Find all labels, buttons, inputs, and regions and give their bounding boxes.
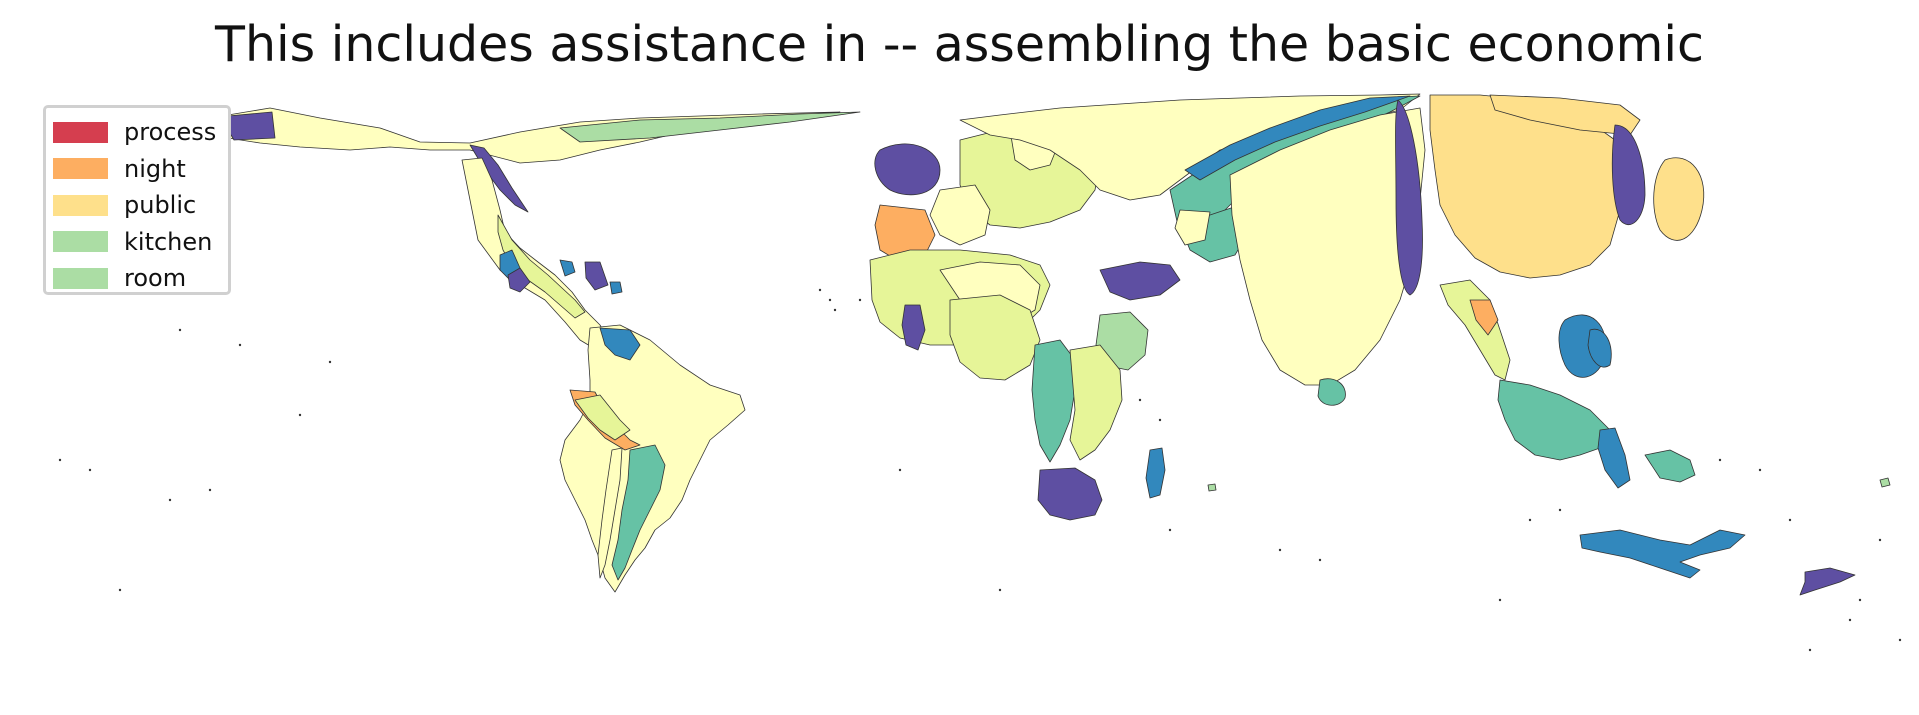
map-region-west-africa (901, 304, 926, 351)
map-region-new-zealand (1799, 567, 1856, 596)
map-region-korea-japan (1395, 99, 1423, 296)
island-speck (818, 288, 822, 292)
map-region-caribbean (609, 281, 623, 295)
island-speck (1808, 648, 1812, 652)
island-speck (1318, 558, 1322, 562)
map-title: This includes assistance in -- assemblin… (215, 16, 1704, 73)
legend-item-night: night (53, 151, 228, 188)
island-speck (118, 588, 122, 592)
map-region-chile (597, 447, 623, 579)
legend-label: public (124, 191, 197, 220)
map-region-pacific-island (1879, 477, 1891, 488)
island-speck (1528, 518, 1532, 522)
island-speck (178, 328, 182, 332)
island-speck (1878, 538, 1882, 542)
map-region-caribbean (559, 259, 576, 277)
map-region-southeast-asia (1439, 279, 1511, 381)
island-speck (208, 488, 212, 492)
island-speck (238, 343, 242, 347)
map-region-korea-japan (1611, 124, 1646, 226)
map-region-japan (1653, 157, 1705, 241)
map-region-alaska (227, 111, 276, 141)
island-speck (1168, 528, 1172, 532)
legend-swatch (53, 231, 108, 253)
map-region-iran (1174, 209, 1211, 246)
island-speck (898, 468, 902, 472)
map-region-east-africa (1069, 344, 1123, 461)
map-region-india (1229, 107, 1426, 386)
map-region-sri-lanka (1317, 378, 1346, 406)
map-region-nigeria (949, 294, 1041, 381)
island-speck (88, 468, 92, 472)
legend-item-process: process (53, 114, 228, 151)
island-speck (1858, 598, 1862, 602)
map-region-southern-africa (1037, 467, 1103, 521)
map-region-indonesia (1644, 449, 1696, 483)
island-speck (1138, 398, 1142, 402)
map-legend: process night public kitchen room (43, 105, 231, 295)
island-speck (828, 298, 832, 302)
island-speck (1788, 518, 1792, 522)
island-speck (58, 458, 62, 462)
map-region-france (929, 184, 991, 246)
island-speck (1898, 638, 1902, 642)
map-region-russia-blue (1184, 95, 1411, 181)
map-region-argentina (611, 444, 666, 581)
island-speck (833, 308, 837, 312)
legend-label: night (124, 154, 186, 183)
map-region-australia (1579, 529, 1746, 579)
legend-label: kitchen (124, 227, 213, 256)
map-region-thailand (1469, 299, 1499, 336)
island-speck (1278, 548, 1282, 552)
island-speck (1498, 598, 1502, 602)
legend-item-public: public (53, 187, 228, 224)
island-speck (1848, 618, 1852, 622)
island-speck (1718, 458, 1722, 462)
legend-label: process (124, 118, 217, 147)
legend-label: room (124, 264, 187, 293)
map-region-venezuela (599, 327, 641, 361)
map-region-madagascar (1145, 447, 1166, 499)
island-speck (298, 413, 302, 417)
map-region-philippines (1597, 427, 1631, 489)
map-region-arabia (1099, 261, 1181, 301)
map-region-cuba (584, 261, 609, 291)
map-region-uk (874, 143, 941, 196)
legend-swatch (53, 267, 108, 289)
island-speck (998, 588, 1002, 592)
map-region-north-america (461, 157, 613, 353)
island-speck (1558, 508, 1562, 512)
island-speck (858, 298, 862, 302)
island-speck (1158, 418, 1162, 422)
legend-swatch (53, 158, 108, 180)
map-region-cuba (507, 267, 531, 293)
map-region-central-africa (1031, 339, 1076, 463)
legend-item-kitchen: kitchen (53, 224, 228, 261)
map-region-greenland-strip (559, 111, 861, 143)
island-speck (1758, 468, 1762, 472)
legend-item-room: room (53, 260, 228, 297)
map-region-pacific-island (1207, 483, 1217, 492)
map-region-bolivia (574, 394, 631, 441)
map-region-indonesia (1497, 379, 1611, 461)
island-speck (168, 498, 172, 502)
legend-swatch (53, 194, 108, 216)
island-speck (328, 360, 332, 364)
map-region-caribbean (1587, 328, 1612, 368)
legend-swatch (53, 121, 108, 143)
